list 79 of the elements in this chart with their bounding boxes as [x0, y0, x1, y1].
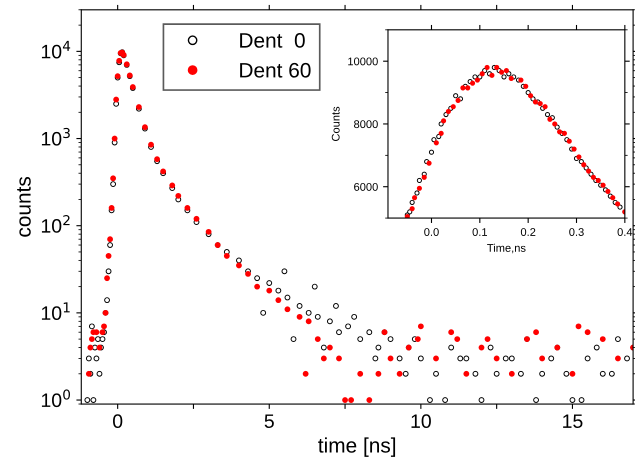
point [494, 64, 500, 70]
x-tick-label: 0.3 [569, 228, 584, 236]
y-tick-label: 10$^{3}$ [42, 128, 70, 146]
point [617, 204, 623, 210]
point [552, 121, 558, 127]
point [523, 84, 528, 89]
point [538, 100, 543, 106]
point [446, 108, 451, 114]
point [489, 72, 494, 78]
point [576, 154, 582, 160]
point [412, 195, 418, 200]
point [572, 146, 577, 152]
point [544, 112, 550, 118]
x-axis-title: Time,ns [487, 244, 526, 254]
point [566, 138, 572, 144]
point [438, 130, 444, 136]
y-tick-label: 10$^{2}$ [42, 215, 70, 233]
point [557, 129, 562, 134]
x-tick-label: 0.1 [472, 228, 488, 236]
y-axis-title: counts [17, 176, 31, 237]
point [590, 174, 596, 180]
x-tick-label: 0.4 [618, 228, 632, 236]
x-tick-label: 10 [412, 414, 431, 428]
point [504, 68, 509, 74]
point [562, 130, 567, 136]
point [407, 209, 412, 214]
point [414, 190, 420, 196]
point [615, 201, 620, 207]
point [436, 134, 442, 140]
point [438, 121, 444, 127]
y-axis-title: Counts [332, 106, 340, 141]
point [456, 98, 461, 103]
point [586, 168, 592, 174]
point [434, 140, 439, 146]
point [547, 116, 552, 122]
point [465, 85, 470, 90]
point [542, 104, 548, 110]
y-tick-label: 10000 [348, 57, 378, 66]
point [416, 178, 422, 184]
point [410, 200, 415, 205]
x-axis-title: time [ns] [318, 437, 396, 457]
point [441, 118, 446, 124]
y-tick-label: 8000 [354, 120, 378, 128]
legend-label: Dent 0 [240, 33, 305, 48]
legend-label: Dent 60 [240, 62, 311, 78]
y-tick-label: 10$^{0}$ [42, 389, 70, 408]
y-tick-label: 6000 [354, 182, 378, 191]
point [470, 80, 476, 86]
x-tick-label: 0.2 [520, 228, 536, 236]
point [416, 186, 422, 191]
point [518, 77, 524, 83]
point [460, 85, 466, 90]
x-tick-label: 15 [563, 414, 582, 428]
point [508, 76, 514, 82]
x-tick-label: 0 [113, 414, 122, 428]
point [474, 77, 480, 83]
point [480, 71, 485, 76]
point [600, 182, 606, 188]
point [499, 70, 504, 75]
point [605, 188, 610, 194]
point [484, 64, 490, 70]
y-tick-label: 10$^{4}$ [42, 40, 70, 58]
point [410, 206, 415, 212]
point [610, 195, 616, 200]
x-tick-label: 5 [264, 414, 274, 428]
point [431, 137, 436, 142]
point [453, 93, 458, 98]
point [472, 74, 478, 80]
point [596, 178, 601, 184]
point [581, 162, 586, 168]
y-tick-label: 10$^{1}$ [42, 302, 70, 320]
point [426, 160, 432, 166]
point [501, 74, 507, 80]
x-tick-label: 0.0 [424, 228, 439, 236]
point [422, 174, 427, 180]
point [450, 104, 456, 110]
point [528, 93, 534, 98]
point [428, 150, 434, 155]
point [532, 99, 538, 105]
